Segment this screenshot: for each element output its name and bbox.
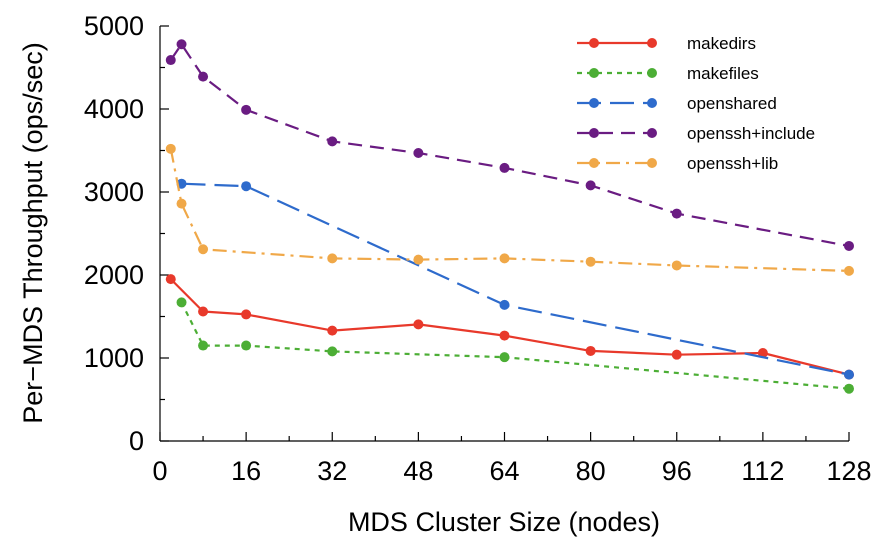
series-layer <box>165 39 854 394</box>
data-point-openssh-lib <box>165 143 176 154</box>
data-point-openssh-include <box>241 104 252 115</box>
data-point-openssh-include <box>844 240 854 251</box>
x-axis-label: MDS Cluster Size (nodes) <box>348 507 660 537</box>
data-point-openssh-lib <box>198 244 209 255</box>
x-tick-label: 32 <box>317 456 347 486</box>
legend-marker <box>647 98 657 108</box>
y-tick-label: 0 <box>129 426 144 456</box>
legend-marker <box>589 158 599 168</box>
data-point-openshared <box>844 369 854 380</box>
data-point-openssh-lib <box>499 253 510 264</box>
legend-item-openssh-include: openssh+include <box>577 124 815 143</box>
data-point-makefiles <box>844 383 854 394</box>
legend-marker <box>589 38 599 48</box>
x-tick-label: 0 <box>152 456 167 486</box>
legend-item-openshared: openshared <box>577 94 777 113</box>
legend-marker <box>589 98 599 108</box>
x-tick-label: 112 <box>741 456 784 486</box>
legend-marker <box>589 128 599 138</box>
legend-label: openssh+include <box>687 124 815 143</box>
legend-marker <box>589 68 599 78</box>
data-point-makedirs <box>499 330 510 341</box>
y-tick-label: 1000 <box>84 343 144 373</box>
legend-item-makedirs: makedirs <box>577 34 756 53</box>
data-point-makefiles <box>241 340 252 351</box>
series-openssh-lib <box>165 143 854 276</box>
x-tick-label: 48 <box>403 456 433 486</box>
data-point-openssh-include <box>413 147 424 158</box>
data-point-openssh-lib <box>413 254 424 265</box>
x-tick-label: 64 <box>489 456 519 486</box>
series-line-openssh-include <box>169 43 850 248</box>
legend-marker <box>647 158 657 168</box>
y-tick-label: 3000 <box>84 177 144 207</box>
data-point-openssh-include <box>176 39 187 50</box>
data-point-openssh-lib <box>585 256 596 267</box>
axes <box>159 25 850 442</box>
data-point-openssh-include <box>671 208 682 219</box>
data-point-makedirs <box>585 345 596 356</box>
data-point-openssh-include <box>165 55 176 66</box>
legend-item-openssh-lib: openssh+lib <box>577 154 778 173</box>
series-makefiles <box>176 297 854 394</box>
data-point-makedirs <box>413 319 424 330</box>
y-tick-label: 4000 <box>84 94 144 124</box>
data-point-openssh-include <box>327 136 338 147</box>
legend-marker <box>647 68 657 78</box>
x-tick-label: 96 <box>662 456 692 486</box>
legend-label: openssh+lib <box>687 154 778 173</box>
series-makedirs <box>165 274 854 380</box>
x-tick-label: 80 <box>576 456 606 486</box>
legend: makedirs makefiles openshared openssh+inclu… <box>577 34 815 173</box>
series-line-makefiles <box>180 301 850 390</box>
data-point-openssh-lib <box>327 253 338 264</box>
data-point-openssh-include <box>499 162 510 173</box>
legend-marker <box>647 128 657 138</box>
legend-label: openshared <box>687 94 777 113</box>
legend-item-makefiles: makefiles <box>577 64 759 83</box>
data-point-makedirs <box>198 306 209 317</box>
y-axis-label: Per−MDS Throughput (ops/sec) <box>18 42 48 423</box>
data-point-makefiles <box>176 297 187 308</box>
legend-marker <box>647 38 657 48</box>
series-openshared <box>176 178 854 380</box>
data-point-openssh-include <box>585 180 596 191</box>
data-point-openssh-lib <box>176 198 187 209</box>
data-point-makedirs <box>165 274 176 285</box>
data-point-makedirs <box>327 325 338 336</box>
series-openssh-include <box>165 39 854 251</box>
tick-labels: 0 1000 2000 3000 4000 5000 0 16 32 48 64 80 96 112 128 <box>84 11 872 486</box>
series-line-makedirs <box>170 278 850 376</box>
data-point-makefiles <box>198 340 209 351</box>
legend-label: makefiles <box>687 64 759 83</box>
legend-label: makedirs <box>687 34 756 53</box>
y-tick-label: 5000 <box>84 11 144 41</box>
data-point-openssh-include <box>198 71 209 82</box>
data-point-makedirs <box>671 349 682 360</box>
data-point-makefiles <box>327 346 338 357</box>
data-point-openshared <box>499 299 510 310</box>
data-point-openssh-lib <box>844 265 854 276</box>
data-point-openssh-lib <box>671 260 682 271</box>
x-tick-label: 128 <box>826 456 871 486</box>
data-point-makedirs <box>757 348 768 359</box>
x-tick-label: 16 <box>231 456 261 486</box>
data-point-makedirs <box>241 309 252 320</box>
y-tick-label: 2000 <box>84 260 144 290</box>
data-point-makefiles <box>499 352 510 363</box>
series-line-openshared <box>181 182 850 376</box>
data-point-openshared <box>241 181 252 192</box>
